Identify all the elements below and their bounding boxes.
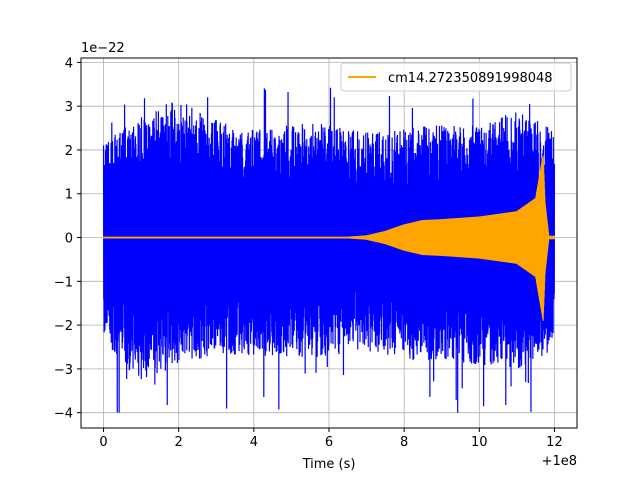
y-tick-label: 2 [65, 144, 73, 159]
x-tick-label: 0 [99, 435, 107, 450]
y-tick-label: 4 [65, 56, 73, 71]
series-noise [102, 87, 556, 413]
x-tick-label: 8 [400, 435, 408, 450]
y-axis: −4 −3 −2 −1 0 1 2 3 4 [54, 56, 81, 422]
x-tick-label: 10 [471, 435, 488, 450]
x-tick-label: 4 [250, 435, 258, 450]
legend-box [340, 62, 572, 92]
x-axis: 0 2 4 6 8 10 12 [99, 428, 563, 450]
legend: cm14.272350891998048 [340, 62, 572, 92]
y-tick-label: 0 [65, 232, 73, 247]
x-tick-label: 6 [325, 435, 333, 450]
y-tick-label: −3 [54, 363, 73, 378]
x-tick-label: 12 [546, 435, 563, 450]
x-tick-label: 2 [175, 435, 183, 450]
legend-label: cm14.272350891998048 [388, 71, 553, 86]
series-layer [102, 87, 556, 413]
series-chirp [102, 155, 556, 321]
y-tick-label: 1 [65, 188, 73, 203]
y-tick-label: −1 [54, 275, 73, 290]
y-tick-label: −4 [54, 407, 73, 422]
x-axis-label: Time (s) [302, 457, 356, 472]
x-offset-label: +1e8 [542, 454, 577, 469]
y-tick-label: −2 [54, 319, 73, 334]
y-scale-label: 1e−22 [81, 41, 125, 56]
y-tick-label: 3 [65, 100, 73, 115]
